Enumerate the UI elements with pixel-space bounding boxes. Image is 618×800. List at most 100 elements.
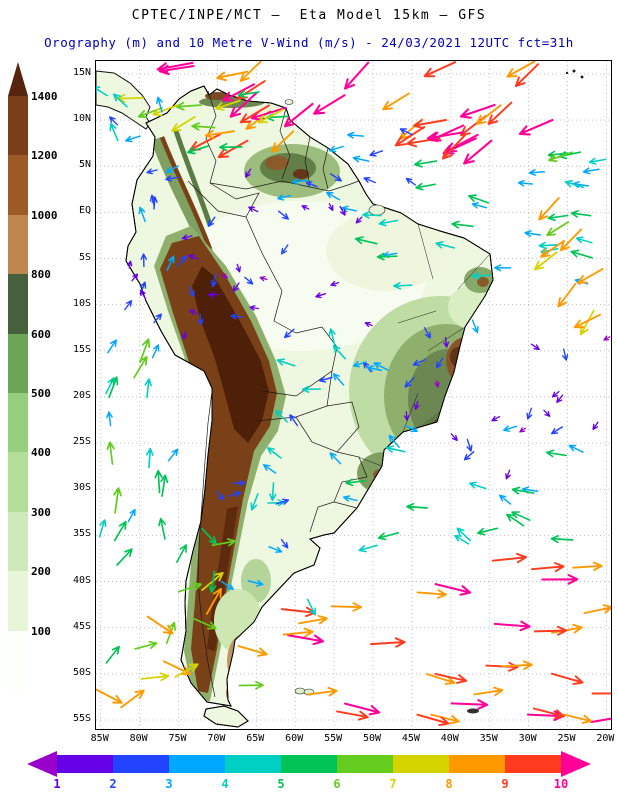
wind-arrow [319, 376, 333, 383]
wind-arrow [328, 203, 334, 212]
lon-tick-label: 25W [557, 733, 576, 744]
wind-arrow [113, 487, 122, 514]
wind-arrow [459, 103, 496, 119]
wind-arrow [425, 673, 456, 685]
wind-arrow [232, 479, 246, 487]
wind-arrow [339, 205, 346, 216]
wind-arrow [491, 415, 501, 422]
orography-level-label: 1000 [31, 208, 58, 222]
orography-colorbar-cell [8, 630, 28, 690]
wind-arrow [435, 241, 455, 249]
lat-tick-label: EQ [78, 205, 91, 217]
lon-tick-label: 45W [401, 733, 420, 744]
wind-arrow [347, 131, 365, 139]
wind-arrow [363, 176, 377, 184]
wind-colorbar-cell [393, 755, 449, 773]
wind-arrow [528, 169, 546, 176]
wind-arrow [443, 336, 450, 348]
orography-colorbar-cell [8, 511, 28, 572]
wind-arrow [506, 513, 525, 527]
wind-arrow [298, 615, 328, 625]
wind-arrow [328, 328, 336, 347]
wind-arrow [541, 573, 579, 585]
wind-arrow [247, 579, 264, 587]
wind-colorbar-cell [113, 755, 169, 773]
wind-arrow [364, 321, 373, 328]
wind-arrow [140, 672, 170, 682]
wind-arrow [532, 707, 565, 720]
wind-arrow [113, 520, 127, 542]
wind-speed-label: 1 [53, 777, 61, 791]
wind-arrow [506, 61, 536, 78]
wind-arrow [158, 517, 167, 540]
wind-arrow [249, 305, 260, 311]
lat-tick-label: 30S [72, 482, 91, 494]
wind-arrow [550, 672, 584, 686]
wind-arrow [192, 617, 217, 630]
wind-arrow [171, 116, 196, 132]
wind-arrow [306, 598, 316, 616]
wind-arrow [352, 155, 370, 163]
orography-colorbar-arrow [8, 62, 28, 96]
orography-colorbar [8, 62, 28, 690]
wind-arrow [591, 692, 611, 695]
wind-arrow [416, 589, 447, 599]
wind-arrow [547, 213, 569, 222]
wind-colorbar-cell [225, 755, 281, 773]
wind-arrow [283, 102, 314, 128]
wind-arrow [140, 253, 148, 268]
wind-arrow [151, 344, 160, 359]
lat-tick-label: 10N [72, 113, 91, 125]
wind-arrow [283, 328, 295, 339]
wind-arrow [220, 273, 228, 279]
wind-arrow [134, 640, 158, 650]
wind-arrow [562, 713, 592, 724]
wind-arrow [328, 145, 344, 153]
wind-arrow [105, 645, 120, 664]
wind-arrow [189, 309, 198, 315]
wind-arrow [109, 122, 119, 142]
wind-arrow [579, 309, 595, 336]
wind-arrow [412, 358, 426, 366]
wind-arrow [325, 191, 341, 201]
lat-tick-label: 55S [72, 713, 91, 724]
wind-arrow [493, 620, 531, 632]
wind-arrow [154, 469, 163, 494]
wind-arrow [546, 221, 570, 237]
wind-arrow [197, 313, 204, 326]
orography-level-label: 500 [31, 387, 51, 400]
wind-arrow [343, 61, 370, 90]
wind-arrow [473, 686, 504, 697]
orography-colorbar-cell [8, 155, 28, 215]
wind-arrow [201, 527, 217, 545]
lat-tick-label: 5N [78, 159, 91, 171]
wind-arrow [358, 544, 378, 553]
wind-arrow [96, 86, 108, 97]
orography-level-label: 100 [31, 624, 51, 638]
wind-colorbar-cell [505, 755, 561, 773]
wind-arrow [177, 255, 187, 267]
wind-arrow [538, 197, 560, 221]
wind-arrow [442, 133, 467, 160]
orography-level-label: 1400 [31, 90, 58, 103]
wind-arrow [454, 534, 470, 545]
wind-colorbar-left-arrow [27, 751, 57, 777]
wind-arrow [505, 469, 511, 480]
wind-arrow [373, 362, 389, 371]
wind-arrow [423, 327, 431, 339]
wind-arrow [414, 159, 438, 168]
wind-arrow [577, 267, 604, 284]
wind-arrow [530, 562, 565, 573]
wind-arrow [405, 177, 416, 186]
wind-arrow [413, 119, 447, 130]
wind-arrow [280, 539, 289, 549]
wind-arrow [220, 580, 234, 591]
wind-arrow [382, 92, 410, 111]
wind-arrow [463, 139, 493, 165]
wind-arrow [503, 425, 518, 432]
lat-tick-label: 40S [72, 574, 91, 586]
wind-arrow [216, 70, 249, 82]
island [572, 69, 576, 73]
wind-arrow [463, 451, 475, 461]
wind-arrow [146, 168, 158, 175]
